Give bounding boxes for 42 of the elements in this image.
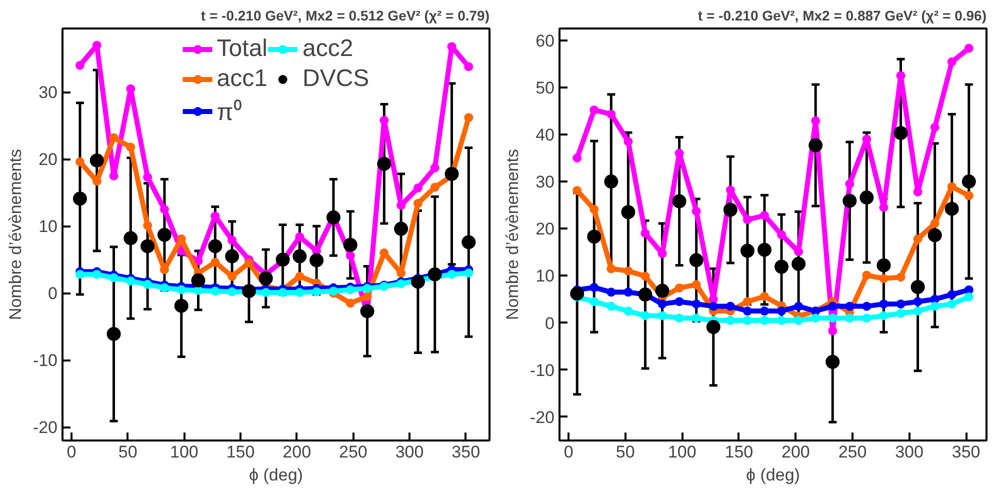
x-tick-label: 100: [668, 442, 696, 462]
y-tick-label: -10: [530, 360, 555, 380]
y-tick-label: 0: [48, 284, 58, 304]
y-tick-label: -20: [530, 408, 555, 427]
x-tick-label: 300: [895, 442, 924, 462]
y-tick-label: 40: [536, 125, 555, 144]
y-axis-title: Nombre d’évènements: [6, 148, 25, 320]
y-tick-label: 60: [536, 31, 555, 50]
x-tick-label: 0: [66, 442, 76, 462]
legend-label: π⁰: [216, 98, 242, 127]
legend-label: acc2: [302, 34, 354, 64]
x-axis-title: ϕ (deg): [249, 466, 303, 484]
chart-title: t = -0.210 GeV², Mx2 = 0.887 GeV² (χ² = 0.96): [698, 8, 987, 24]
y-tick-label: 30: [536, 172, 555, 192]
x-tick-label: 100: [170, 442, 198, 462]
x-tick-label: 250: [338, 442, 368, 462]
x-tick-label: 50: [616, 442, 635, 462]
x-tick-label: 250: [838, 442, 867, 462]
legend-label: acc1: [216, 64, 268, 94]
y-tick-label: 0: [545, 314, 555, 333]
x-axis-title: ϕ (deg): [746, 466, 800, 484]
x-tick-label: 300: [395, 442, 424, 462]
legend-label: DVCS: [302, 64, 370, 94]
x-tick-label: 50: [118, 442, 138, 462]
x-tick-label: 200: [782, 442, 810, 462]
y-tick-label: 10: [38, 217, 58, 236]
y-tick-label: 30: [38, 83, 58, 102]
y-tick-label: 20: [38, 150, 58, 170]
x-tick-label: 350: [952, 442, 980, 462]
legend-label: Total: [216, 34, 268, 64]
y-tick-label: -20: [32, 418, 58, 438]
x-tick-label: 150: [226, 442, 255, 462]
chart-title: t = -0.210 GeV², Mx2 = 0.512 GeV² (χ² = 0.79): [200, 8, 490, 24]
y-tick-label: -10: [32, 351, 58, 370]
y-axis-title: Nombre d’évènements: [502, 148, 522, 320]
y-tick-label: 20: [536, 220, 555, 239]
x-tick-label: 0: [564, 442, 574, 462]
x-tick-label: 150: [724, 442, 754, 462]
x-tick-label: 350: [452, 442, 480, 462]
y-tick-label: 10: [536, 266, 555, 286]
x-tick-label: 200: [282, 442, 312, 462]
y-tick-label: 50: [536, 78, 555, 98]
